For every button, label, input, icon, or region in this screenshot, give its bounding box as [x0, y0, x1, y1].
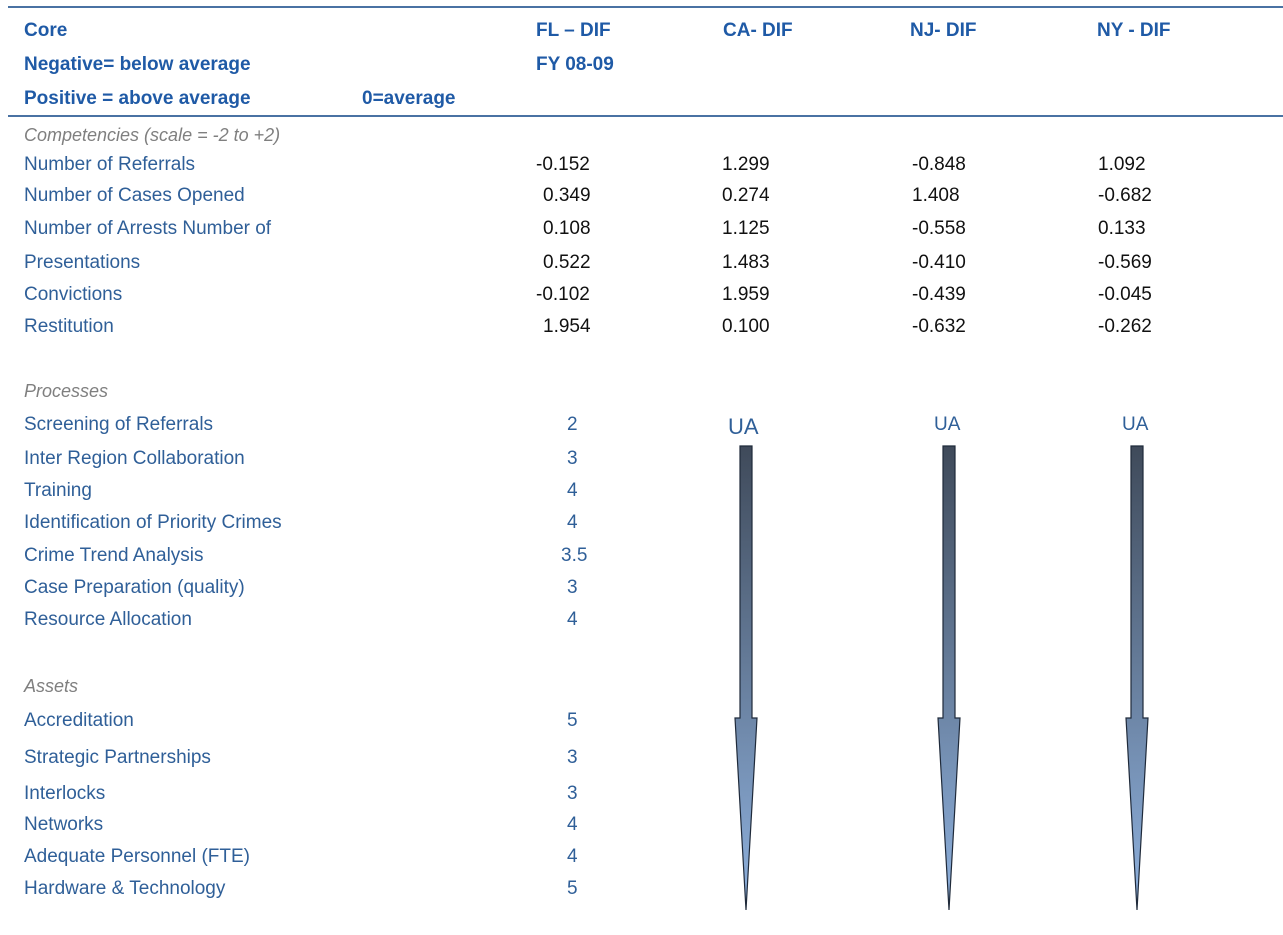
- fl-score: 4: [567, 814, 578, 835]
- header-bottom-rule: [8, 115, 1283, 117]
- process-row-label: Training: [24, 480, 92, 501]
- fl-score: 3.5: [561, 545, 588, 566]
- fl-score: 3: [567, 747, 578, 768]
- fl-value: -0.152: [536, 154, 590, 175]
- column-header-fl: FL – DIF: [536, 20, 611, 41]
- ny-value: -0.682: [1098, 185, 1152, 206]
- ca-unavailable-label: UA: [728, 414, 759, 439]
- fl-score: 3: [567, 783, 578, 804]
- asset-row-label: Adequate Personnel (FTE): [24, 846, 251, 867]
- header-top-rule: [8, 6, 1283, 8]
- nj-unavailable-label: UA: [934, 414, 961, 435]
- ny-value: 1.092: [1098, 154, 1146, 175]
- process-row-label: Screening of Referrals: [24, 414, 214, 435]
- fl-value: 0.108: [543, 218, 591, 239]
- competency-row-label: Convictions: [24, 284, 123, 305]
- fl-value: 1.954: [543, 316, 591, 337]
- fl-score: 3: [567, 577, 578, 598]
- column-header-ny: NY - DIF: [1097, 20, 1171, 41]
- nj-value: -0.848: [912, 154, 966, 175]
- nj-value: -0.558: [912, 218, 966, 239]
- fl-score: 4: [567, 609, 578, 630]
- asset-row-label: Accreditation: [24, 710, 134, 731]
- fl-score: 2: [567, 414, 578, 435]
- ny-unavailable-label: UA: [1122, 414, 1149, 435]
- ca-value: 1.299: [722, 154, 770, 175]
- fl-value: 0.522: [543, 252, 591, 273]
- positive-legend: Positive = above average: [24, 88, 251, 109]
- fl-score: 4: [567, 480, 578, 501]
- fiscal-year-label: FY 08-09: [536, 54, 614, 75]
- competencies-section-label: Competencies (scale = -2 to +2): [24, 125, 281, 145]
- nj-value: 1.408: [912, 185, 960, 206]
- assets-section-label: Assets: [24, 676, 79, 696]
- fl-score: 5: [567, 878, 578, 899]
- nj-down-arrow-icon: [937, 445, 961, 911]
- nj-value: -0.439: [912, 284, 966, 305]
- competency-row-label: Presentations: [24, 252, 141, 273]
- ny-down-arrow-icon: [1125, 445, 1149, 911]
- column-header-ca: CA- DIF: [723, 20, 793, 41]
- ca-value: 0.274: [722, 185, 770, 206]
- ca-value: 0.100: [722, 316, 770, 337]
- ny-value: -0.045: [1098, 284, 1152, 305]
- nj-value: -0.410: [912, 252, 966, 273]
- asset-row-label: Hardware & Technology: [24, 878, 226, 899]
- fl-score: 5: [567, 710, 578, 731]
- process-row-label: Identification of Priority Crimes: [24, 512, 282, 533]
- ca-value: 1.125: [722, 218, 770, 239]
- fl-value: -0.102: [536, 284, 590, 305]
- fl-score: 3: [567, 448, 578, 469]
- competency-row-label: Number of Arrests Number of: [24, 218, 272, 239]
- ny-value: -0.262: [1098, 316, 1152, 337]
- negative-legend: Negative= below average: [24, 54, 251, 75]
- ca-value: 1.483: [722, 252, 770, 273]
- fl-score: 4: [567, 846, 578, 867]
- asset-row-label: Networks: [24, 814, 104, 835]
- processes-section-label: Processes: [24, 381, 109, 401]
- competency-row-label: Number of Cases Opened: [24, 185, 245, 206]
- process-row-label: Case Preparation (quality): [24, 577, 245, 598]
- nj-value: -0.632: [912, 316, 966, 337]
- asset-row-label: Strategic Partnerships: [24, 747, 211, 768]
- core-label: Core: [24, 20, 68, 41]
- process-row-label: Crime Trend Analysis: [24, 545, 204, 566]
- ca-down-arrow-icon: [734, 445, 758, 911]
- fl-score: 4: [567, 512, 578, 533]
- process-row-label: Inter Region Collaboration: [24, 448, 245, 469]
- competency-row-label: Restitution: [24, 316, 114, 337]
- zero-legend: 0=average: [362, 88, 456, 109]
- competency-row-label: Number of Referrals: [24, 154, 196, 175]
- ny-value: 0.133: [1098, 218, 1146, 239]
- column-header-nj: NJ- DIF: [910, 20, 977, 41]
- fl-value: 0.349: [543, 185, 591, 206]
- ny-value: -0.569: [1098, 252, 1152, 273]
- asset-row-label: Interlocks: [24, 783, 106, 804]
- process-row-label: Resource Allocation: [24, 609, 192, 630]
- ca-value: 1.959: [722, 284, 770, 305]
